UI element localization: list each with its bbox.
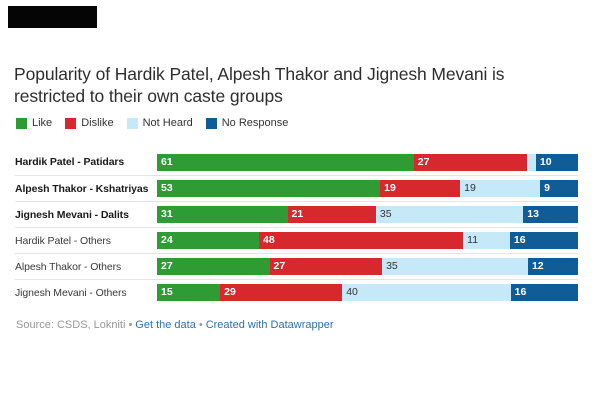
segment-value-label: 53 xyxy=(161,182,173,195)
legend-swatch-icon xyxy=(126,117,138,129)
legend-item: No Response xyxy=(205,117,289,129)
legend: Like Dislike Not Heard No Response xyxy=(16,117,301,129)
chart-row: Hardik Patel - Others 24 48 11 16 xyxy=(15,227,578,253)
bar-segment-not-heard: 19 xyxy=(460,180,541,197)
bar-segment-like: 15 xyxy=(157,284,221,301)
chart-title-line2: restricted to their own caste groups xyxy=(14,86,283,106)
chart-row: Hardik Patel - Patidars 61 27 10 xyxy=(15,149,578,175)
bar-segment-no-response: 16 xyxy=(509,232,578,249)
row-label: Alpesh Thakor - Others xyxy=(15,260,122,273)
bar-segment-not-heard: 40 xyxy=(342,284,511,301)
legend-label: Dislike xyxy=(81,117,114,129)
segment-value-label: 16 xyxy=(514,286,527,299)
bar-segment-dislike: 27 xyxy=(413,153,528,171)
bullet-separator: • xyxy=(128,319,133,331)
bar-segment-no-response: 13 xyxy=(523,206,578,223)
bar-segment-not-heard xyxy=(527,153,536,171)
stacked-bar: 15 29 40 16 xyxy=(157,284,578,301)
bar-segment-dislike: 19 xyxy=(380,180,461,197)
segment-value-label: 11 xyxy=(467,234,479,247)
bar-segment-like: 61 xyxy=(157,153,414,171)
bar-segment-like: 53 xyxy=(157,180,381,197)
segment-value-label: 19 xyxy=(384,182,396,195)
segment-value-label: 19 xyxy=(464,182,476,195)
segment-value-label: 27 xyxy=(417,155,430,168)
legend-swatch-icon xyxy=(65,117,77,129)
bar-segment-no-response: 10 xyxy=(535,153,578,171)
segment-value-label: 16 xyxy=(513,234,526,247)
stacked-bar: 24 48 11 16 xyxy=(157,232,578,249)
segment-value-label: 31 xyxy=(161,208,173,221)
stacked-bar-chart: Hardik Patel - Patidars 61 27 10 Alpesh Thak… xyxy=(15,149,578,305)
segment-value-label: 24 xyxy=(161,234,173,247)
bar-segment-dislike: 27 xyxy=(269,258,383,275)
bar-segment-dislike: 48 xyxy=(259,232,464,249)
chart-row: Jignesh Mevani - Others 15 29 40 16 xyxy=(15,279,578,305)
segment-value-label: 9 xyxy=(544,182,550,195)
bar-segment-not-heard: 35 xyxy=(382,258,528,275)
chart-title: Popularity of Hardik Patel, Alpesh Thako… xyxy=(14,63,589,107)
row-label: Hardik Patel - Patidars xyxy=(15,156,125,168)
segment-value-label: 40 xyxy=(346,286,358,299)
segment-value-label: 13 xyxy=(527,208,539,221)
stacked-bar: 31 21 35 13 xyxy=(157,206,578,223)
segment-value-label: 27 xyxy=(161,260,173,273)
bullet-separator: • xyxy=(198,319,203,331)
row-label: Hardik Patel - Others xyxy=(15,234,111,247)
redacted-block xyxy=(8,6,97,28)
legend-item: Not Heard xyxy=(126,117,193,129)
bar-segment-not-heard: 11 xyxy=(463,232,510,249)
bar-segment-no-response: 12 xyxy=(527,258,578,275)
bar-segment-like: 24 xyxy=(157,232,260,249)
chart-row: Jignesh Mevani - Dalits 31 21 35 13 xyxy=(15,201,578,227)
legend-label: No Response xyxy=(221,117,289,129)
row-label: Jignesh Mevani - Dalits xyxy=(15,208,129,221)
segment-value-label: 15 xyxy=(161,286,173,299)
segment-value-label: 61 xyxy=(161,155,173,168)
segment-value-label: 12 xyxy=(531,260,544,273)
legend-label: Like xyxy=(32,117,53,129)
bar-segment-like: 31 xyxy=(157,206,288,223)
legend-label: Not Heard xyxy=(142,117,193,129)
segment-value-label: 35 xyxy=(379,208,392,221)
source-text: Source: CSDS, Lokniti xyxy=(16,319,126,331)
chart-row: Alpesh Thakor - Kshatriyas 53 19 19 9 xyxy=(15,175,578,201)
bar-segment-dislike: 29 xyxy=(220,284,343,301)
chart-footer: Source: CSDS, Lokniti • Get the data • Creat… xyxy=(16,319,334,331)
chart-row: Alpesh Thakor - Others 27 27 35 12 xyxy=(15,253,578,279)
datawrapper-credit-link[interactable]: Created with Datawrapper xyxy=(205,319,334,331)
stacked-bar: 61 27 10 xyxy=(157,153,578,171)
row-label: Alpesh Thakor - Kshatriyas xyxy=(15,182,149,195)
get-the-data-link[interactable]: Get the data xyxy=(135,319,196,331)
segment-value-label: 21 xyxy=(291,208,304,221)
bar-segment-like: 27 xyxy=(157,258,270,275)
stacked-bar: 53 19 19 9 xyxy=(157,180,578,197)
segment-value-label: 10 xyxy=(539,155,552,168)
legend-swatch-icon xyxy=(16,117,27,129)
segment-value-label: 29 xyxy=(224,286,236,299)
legend-swatch-icon xyxy=(205,117,217,129)
bar-segment-not-heard: 35 xyxy=(375,206,524,223)
legend-item: Dislike xyxy=(65,117,114,129)
segment-value-label: 35 xyxy=(386,260,398,273)
segment-value-label: 27 xyxy=(273,260,286,273)
bar-segment-no-response: 16 xyxy=(510,284,578,301)
segment-value-label: 48 xyxy=(263,234,275,247)
legend-item: Like xyxy=(16,117,52,129)
row-label: Jignesh Mevani - Others xyxy=(15,286,127,299)
chart-title-line1: Popularity of Hardik Patel, Alpesh Thako… xyxy=(14,64,505,84)
stacked-bar: 27 27 35 12 xyxy=(157,258,578,275)
bar-segment-no-response: 9 xyxy=(540,180,578,197)
bar-segment-dislike: 21 xyxy=(287,206,376,223)
